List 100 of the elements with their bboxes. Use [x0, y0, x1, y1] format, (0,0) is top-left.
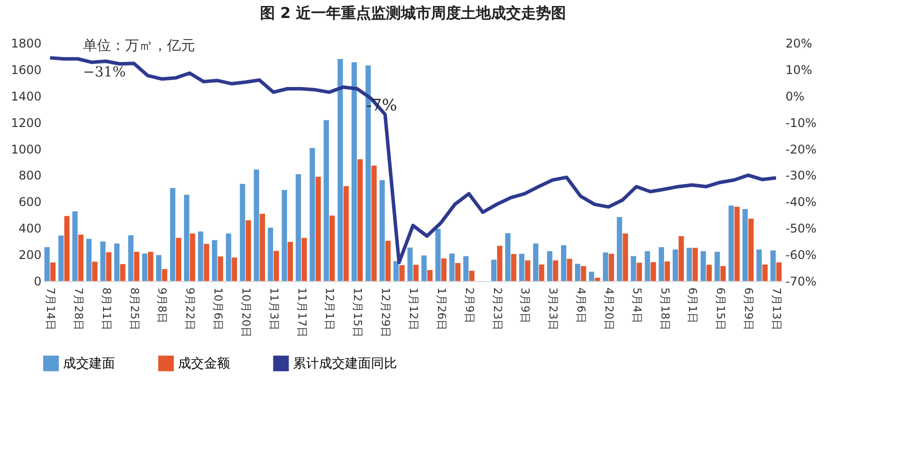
- bar: [190, 234, 196, 281]
- bar: [574, 264, 580, 281]
- bar: [296, 174, 302, 281]
- bar: [547, 251, 552, 281]
- y-tick-label: 1800: [10, 36, 42, 50]
- bar: [324, 120, 329, 281]
- bar: [385, 240, 391, 281]
- x-tick-label: 5月18日: [658, 288, 672, 330]
- legend-label: 成交金额: [178, 355, 230, 372]
- bar: [519, 254, 524, 281]
- bar: [148, 252, 154, 281]
- y2-tick-label: -60%: [786, 248, 817, 262]
- bar: [106, 252, 112, 281]
- bar: [338, 59, 343, 281]
- bar: [588, 272, 594, 281]
- bar: [120, 264, 126, 281]
- bar: [734, 206, 740, 281]
- y-tick-label: 1600: [10, 62, 42, 77]
- y-tick-label: 400: [18, 222, 42, 236]
- x-tick-label: 7月13日: [770, 288, 784, 330]
- bar: [232, 257, 238, 281]
- bar: [748, 218, 754, 281]
- bar: [686, 248, 692, 281]
- bar: [561, 245, 566, 281]
- x-tick-label: 6月15日: [714, 288, 728, 330]
- bar: [608, 254, 614, 281]
- line-series: [48, 56, 778, 264]
- bar: [218, 256, 224, 281]
- bar: [756, 250, 762, 281]
- x-tick-label: 7月28日: [72, 288, 85, 330]
- y2-tick-label: -10%: [786, 116, 817, 130]
- x-tick-label: 9月22日: [184, 288, 197, 330]
- bar: [92, 262, 98, 281]
- bar: [700, 251, 706, 281]
- x-tick-label: 9月8日: [156, 288, 169, 324]
- bar: [204, 244, 210, 281]
- x-tick-label: 5月4日: [630, 288, 644, 324]
- bar: [742, 208, 748, 281]
- bar: [260, 214, 265, 281]
- bar: [86, 238, 92, 281]
- bar: [776, 262, 782, 281]
- bar: [100, 241, 106, 281]
- x-tick-label: 4月6日: [574, 288, 588, 324]
- bar: [706, 264, 712, 281]
- y-tick-label: 1400: [10, 89, 42, 104]
- x-tick-label: 6月1日: [686, 288, 700, 324]
- bar: [469, 270, 474, 281]
- bar: [78, 234, 84, 281]
- y-tick-label: 600: [18, 195, 42, 210]
- bar: [720, 266, 726, 281]
- bar: [274, 250, 279, 281]
- bar: [421, 255, 427, 281]
- bar: [58, 236, 64, 281]
- bar: [762, 264, 768, 281]
- bar: [330, 216, 335, 281]
- bar: [552, 260, 558, 281]
- bar: [184, 194, 190, 281]
- bar: [602, 252, 608, 281]
- y2-tick-label: -20%: [786, 142, 817, 156]
- x-tick-label: 10月6日: [212, 288, 225, 330]
- x-tick-label: 4月20日: [602, 288, 616, 330]
- x-tick-label: 1月26日: [434, 288, 448, 330]
- bar: [176, 238, 182, 281]
- bar: [658, 247, 664, 281]
- bar: [678, 236, 684, 281]
- y-tick-label: 1200: [10, 116, 42, 130]
- x-tick-label: 1月12日: [407, 288, 420, 330]
- bar: [435, 228, 441, 281]
- y-tick-label: 0: [34, 274, 42, 288]
- bar: [594, 278, 600, 281]
- x-tick-label: 8月25日: [128, 288, 141, 330]
- bar: [497, 246, 502, 281]
- bar: [538, 264, 544, 281]
- bar: [616, 217, 622, 281]
- bar: [524, 260, 530, 281]
- x-tick-label: 12月15日: [351, 288, 364, 338]
- y2-tick-label: -40%: [786, 195, 817, 210]
- bar: [72, 211, 78, 281]
- bar: [134, 252, 140, 281]
- chart-title: 图 2 近一年重点监测城市周度土地成交走势图: [260, 4, 566, 22]
- bar: [644, 251, 650, 281]
- bar: [650, 262, 656, 281]
- bar: [268, 228, 274, 281]
- bar: [282, 190, 288, 281]
- bar: [566, 258, 572, 281]
- bar: [449, 254, 455, 281]
- bar: [288, 242, 293, 281]
- x-tick-label: 12月1日: [323, 288, 336, 330]
- bar: [114, 243, 120, 281]
- bar: [302, 238, 307, 281]
- bar: [64, 216, 70, 281]
- x-tick-label: 2月9日: [462, 288, 476, 324]
- bar: [226, 234, 232, 281]
- bar: [246, 220, 252, 281]
- x-tick-label: 8月11日: [100, 288, 113, 330]
- y2-tick-label: 10%: [786, 62, 812, 77]
- x-tick-label: 7月14日: [44, 288, 57, 330]
- bar: [630, 256, 636, 281]
- bar: [714, 252, 720, 281]
- bar: [491, 260, 496, 281]
